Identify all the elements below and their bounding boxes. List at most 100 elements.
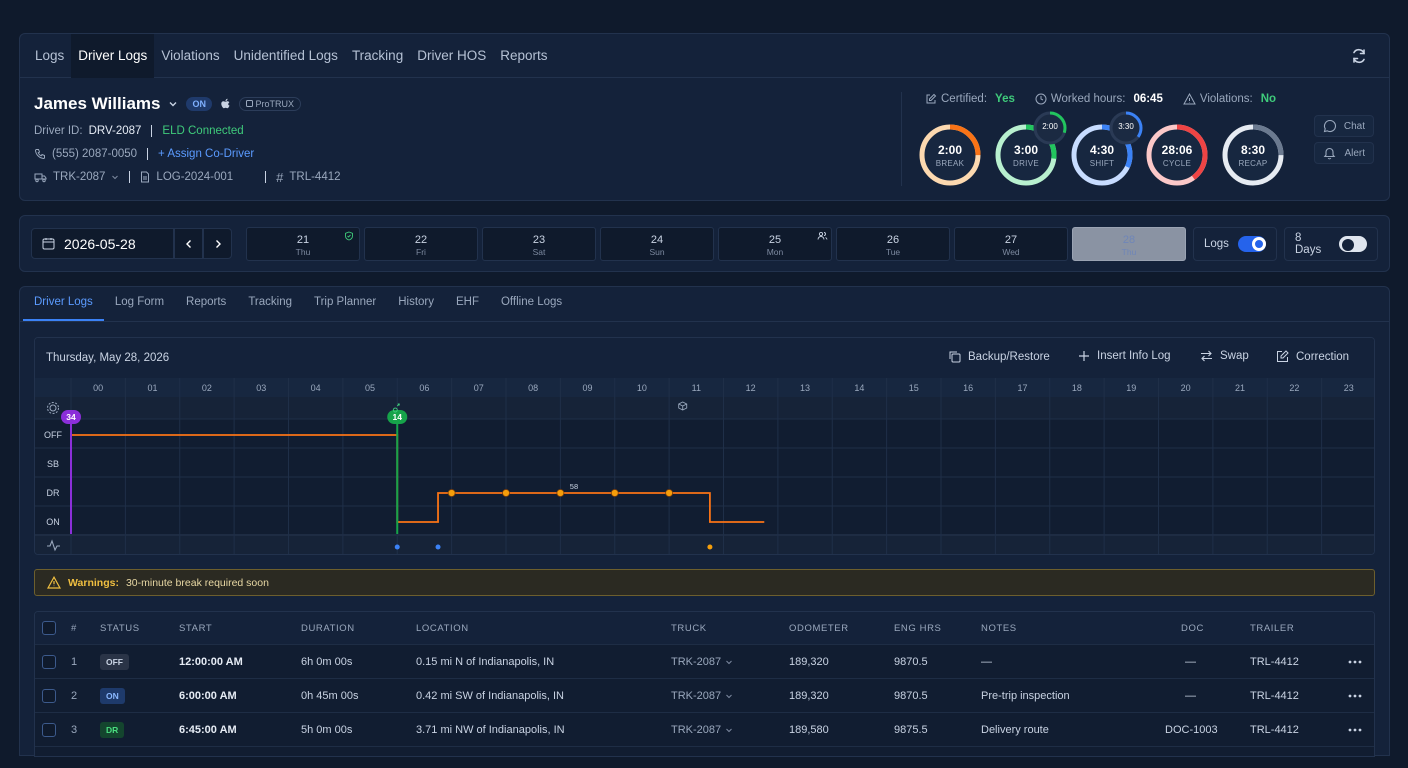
day-22[interactable]: 22 Fri — [364, 227, 478, 261]
row-checkbox-cell — [42, 645, 56, 678]
event-dot[interactable] — [394, 544, 400, 550]
row-checkbox[interactable] — [42, 722, 56, 737]
column-header[interactable]: TRAILER — [1250, 622, 1295, 634]
settings-icon[interactable] — [47, 402, 59, 414]
divider — [147, 148, 149, 160]
refresh-icon[interactable] — [1349, 46, 1369, 66]
cell-truck: TRK-2087 — [671, 679, 733, 712]
prev-day-button[interactable] — [174, 228, 203, 259]
warning-text: 30-minute break required soon — [125, 576, 269, 589]
table-row[interactable]: 2 ON 6:00:00 AM 0h 45m 00s 0.42 mi SW of Ind… — [35, 679, 1374, 713]
tab-history[interactable]: History — [398, 296, 434, 308]
truck-value[interactable]: TRK-2087 — [671, 655, 722, 668]
column-header[interactable]: ODOMETER — [789, 622, 849, 634]
column-header[interactable]: NOTES — [981, 622, 1017, 634]
event-dot[interactable] — [707, 544, 713, 550]
log-id: LOG-2024-001 — [156, 171, 234, 183]
column-header[interactable]: LOCATION — [416, 622, 469, 634]
backup-restore-button[interactable]: Backup/Restore — [948, 350, 1050, 363]
insert-info-log-button[interactable]: Insert Info Log — [1078, 350, 1171, 362]
nav-driver-logs[interactable]: Driver Logs — [71, 33, 155, 78]
cell-truck: TRK-2087 — [671, 645, 733, 678]
assign-co-driver-link[interactable]: + Assign Co-Driver — [158, 148, 255, 160]
nav-driver-hos[interactable]: Driver HOS — [417, 47, 487, 63]
day-23[interactable]: 23 Sat — [482, 227, 596, 261]
column-header[interactable]: STATUS — [100, 622, 140, 634]
logs-switch[interactable] — [1237, 236, 1266, 252]
table-row[interactable]: 3 DR 6:45:00 AM 5h 0m 00s 3.71 mi NW of Indi… — [35, 713, 1374, 747]
nav-violations[interactable]: Violations — [161, 47, 220, 63]
row-more-button[interactable] — [1348, 645, 1362, 678]
chevron-down-icon[interactable] — [111, 173, 119, 181]
alert-button[interactable]: Alert — [1314, 142, 1374, 164]
swap-icon — [1201, 350, 1212, 362]
row-checkbox[interactable] — [42, 654, 56, 669]
day-27[interactable]: 27 Wed — [954, 227, 1068, 261]
day-number: 24 — [650, 234, 664, 246]
row-checkbox-cell — [42, 679, 56, 712]
drive-waypoint[interactable] — [502, 489, 510, 497]
day-25[interactable]: 25 Mon — [718, 227, 832, 261]
tab-tracking[interactable]: Tracking — [248, 296, 292, 308]
day-24[interactable]: 24 Sun — [600, 227, 714, 261]
tab-ehf[interactable]: EHF — [455, 296, 479, 308]
tab-trip-planner[interactable]: Trip Planner — [313, 296, 377, 308]
correction-button[interactable]: Correction — [1276, 350, 1349, 363]
day-26[interactable]: 26 Tue — [836, 227, 950, 261]
tab-driver-logs[interactable]: Driver Logs — [23, 296, 104, 321]
row-more-button[interactable] — [1348, 679, 1362, 712]
worked-hours-value: 06:45 — [1133, 93, 1163, 105]
date-picker[interactable]: 2026-05-28 — [31, 228, 174, 259]
swap-label: Swap — [1220, 350, 1249, 362]
truck-value[interactable]: TRK-2087 — [671, 689, 722, 702]
cell-notes: Delivery route — [981, 723, 1049, 736]
shift-marker-badge[interactable]: 14 — [387, 410, 408, 424]
column-header[interactable]: # — [71, 622, 77, 634]
cell-truck: TRK-2087 — [671, 713, 733, 746]
event-dot[interactable] — [435, 544, 441, 550]
day-21[interactable]: 21 Thu — [246, 227, 360, 261]
eight-days-switch[interactable] — [1338, 236, 1367, 252]
nav-reports[interactable]: Reports — [500, 47, 548, 63]
column-header[interactable]: DURATION — [301, 622, 355, 634]
drive-waypoint[interactable] — [665, 489, 674, 497]
chat-button[interactable]: Chat — [1314, 115, 1374, 137]
segment-label: 58 — [570, 482, 578, 491]
nav-logs[interactable]: Logs — [35, 47, 65, 63]
chevron-down-icon[interactable] — [168, 99, 178, 109]
tab-reports[interactable]: Reports — [186, 296, 227, 308]
drive-waypoint[interactable] — [447, 489, 456, 497]
chevron-down-icon[interactable] — [725, 726, 733, 734]
tab-log-form[interactable]: Log Form — [114, 296, 165, 308]
logs-toggle[interactable]: Logs — [1193, 227, 1277, 261]
day-28[interactable]: 28 Thu — [1072, 227, 1186, 261]
hour-label: 10 — [637, 383, 647, 393]
cycle-marker-badge[interactable]: 34 — [61, 410, 81, 424]
truck-select[interactable]: TRK-2087 — [53, 171, 106, 183]
column-header[interactable]: DOC — [1181, 622, 1204, 634]
column-header[interactable]: TRUCK — [671, 622, 707, 634]
column-header[interactable]: START — [179, 622, 213, 634]
hos-summary: Certified: Yes Worked hours: 06:45 Viola… — [925, 93, 1276, 105]
package-icon — [678, 401, 688, 411]
drive-waypoint[interactable] — [610, 489, 619, 497]
nav-tracking[interactable]: Tracking — [351, 47, 404, 63]
nav-unidentified-logs[interactable]: Unidentified Logs — [233, 47, 338, 63]
drive-waypoint[interactable] — [556, 489, 565, 497]
row-checkbox[interactable] — [42, 688, 56, 703]
cell-odometer: 189,320 — [789, 655, 829, 668]
swap-button[interactable]: Swap — [1200, 350, 1249, 362]
tab-offline-logs[interactable]: Offline Logs — [500, 296, 563, 308]
select-all-checkbox[interactable] — [42, 621, 56, 635]
chevron-down-icon[interactable] — [725, 658, 733, 666]
chevron-down-icon[interactable] — [725, 692, 733, 700]
next-day-button[interactable] — [203, 228, 232, 259]
row-more-button[interactable] — [1348, 713, 1362, 746]
table-row[interactable]: 1 OFF 12:00:00 AM 6h 0m 00s 0.15 mi N of Ind… — [35, 645, 1374, 679]
day-number: 27 — [1004, 234, 1018, 246]
truck-value[interactable]: TRK-2087 — [671, 723, 722, 736]
chart-header: Thursday, May 28, 2026 — [35, 338, 1374, 378]
cell-start: 12:00:00 AM — [179, 655, 243, 668]
eight-days-toggle[interactable]: 8 Days — [1284, 227, 1378, 261]
column-header[interactable]: ENG HRS — [894, 622, 942, 634]
